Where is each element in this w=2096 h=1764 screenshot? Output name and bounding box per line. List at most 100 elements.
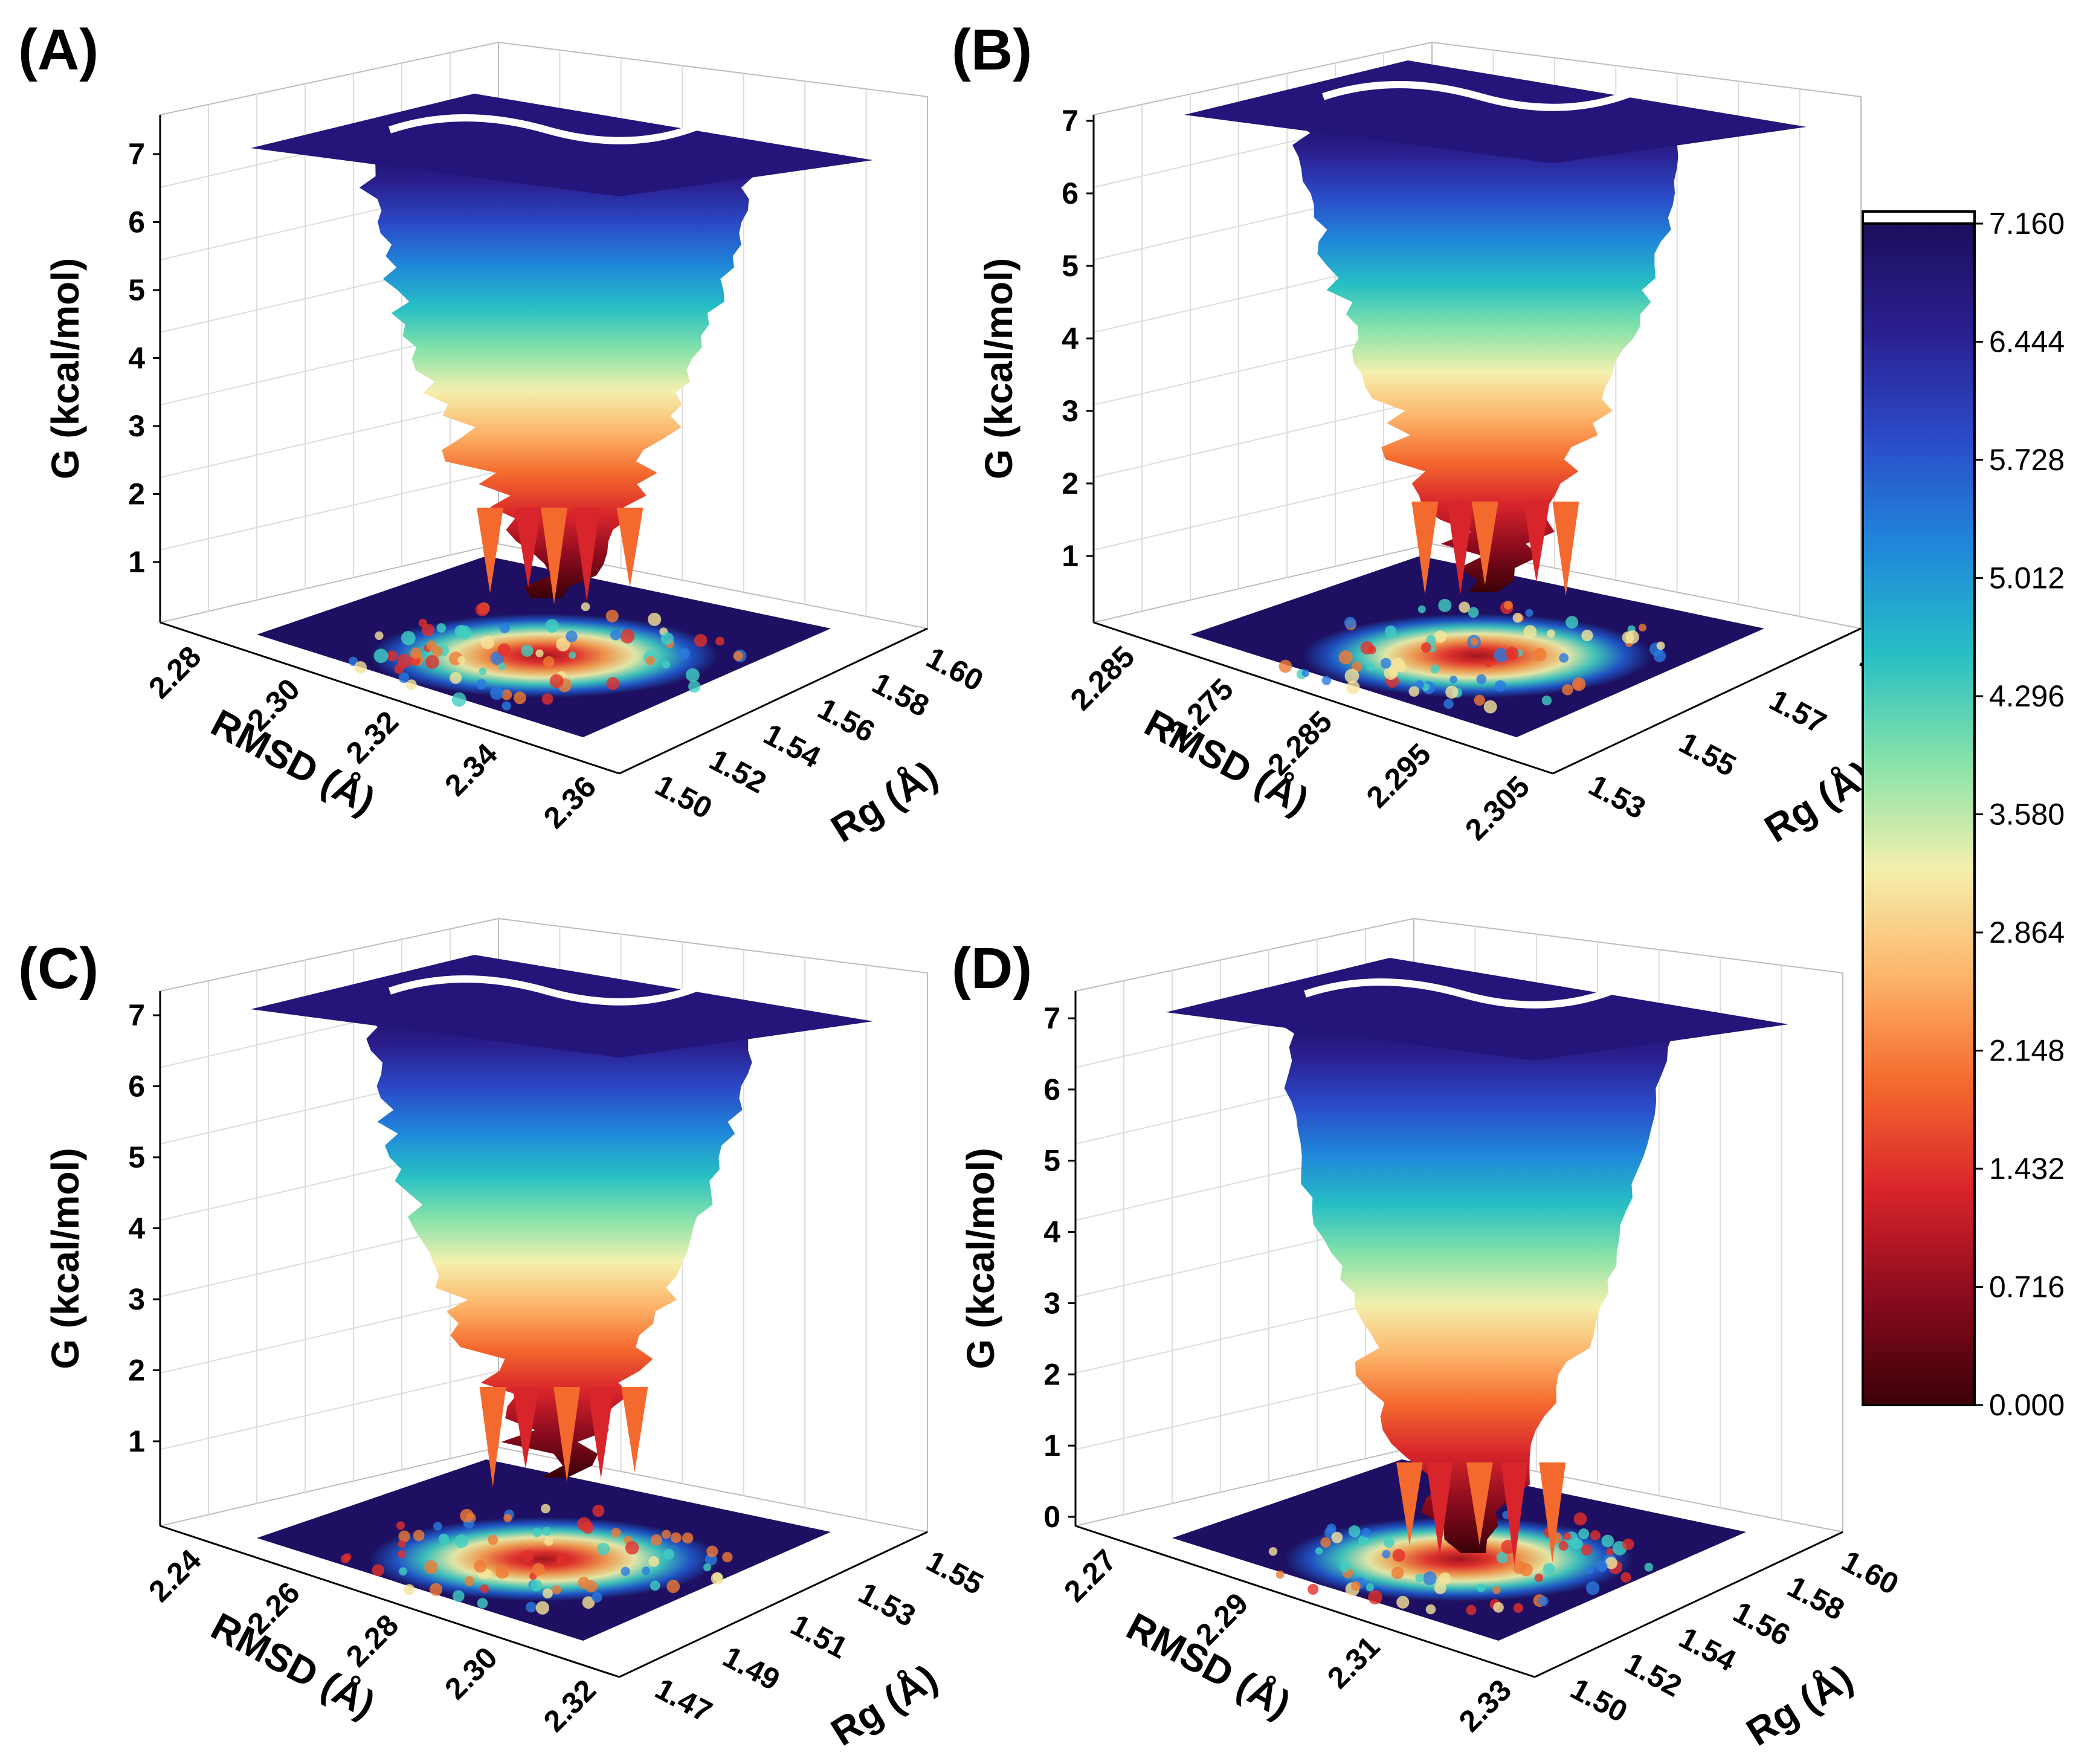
heatmap-speckle	[663, 1548, 674, 1560]
colorbar-tick-label: 3.580	[1989, 798, 2065, 832]
heatmap-speckle	[532, 1528, 542, 1537]
heatmap-speckle	[582, 1522, 594, 1534]
funnel-spike	[512, 1387, 539, 1469]
colorbar-tick-label: 4.296	[1989, 679, 2065, 713]
x-tick-label: 2.295	[1360, 737, 1437, 814]
funnel-spike	[515, 508, 542, 589]
heatmap-speckle	[1382, 1549, 1391, 1559]
heatmap-speckle	[645, 656, 656, 665]
funnel-spike	[1501, 1462, 1528, 1565]
y-tick-label: 1.53	[853, 1575, 921, 1633]
heatmap-speckle	[375, 631, 384, 641]
z-axis-title: G (kcal/mol)	[977, 258, 1021, 479]
heatmap-speckle	[642, 1566, 651, 1575]
heatmap-speckle	[1622, 1538, 1634, 1551]
heatmap-speckle	[733, 651, 743, 661]
heatmap-speckle	[1547, 629, 1556, 638]
heatmap-speckle	[1605, 1557, 1617, 1569]
z-tick-label: 7	[1062, 104, 1079, 138]
y-tick-label: 1.49	[718, 1640, 785, 1697]
heatmap-speckle	[398, 1530, 410, 1543]
heatmap-speckle	[650, 1580, 660, 1591]
free-energy-funnel	[353, 1003, 758, 1478]
heatmap-speckle	[1656, 641, 1665, 650]
funnel-spike	[479, 1387, 506, 1487]
heatmap-speckle	[581, 602, 590, 612]
heatmap-speckle	[648, 612, 662, 626]
panel-label: (B)	[952, 18, 1032, 82]
heatmap-speckle	[1506, 647, 1519, 661]
heatmap-speckle	[620, 628, 635, 644]
plateau-gap	[1322, 81, 1639, 111]
heatmap-speckle	[1368, 1590, 1382, 1604]
heatmap-speckle	[621, 1566, 630, 1576]
heatmap-speckle	[398, 1540, 406, 1548]
heatmap-speckle	[1361, 1528, 1371, 1538]
heatmap-speckle	[503, 1513, 512, 1522]
heatmap-speckle	[610, 629, 621, 641]
heatmap-speckle	[535, 1601, 550, 1615]
funnel-spike	[1447, 502, 1474, 595]
heatmap-speckle	[1268, 1547, 1278, 1556]
free-energy-funnel	[353, 142, 756, 598]
funnel-spike	[1411, 502, 1439, 595]
x-tick-label: 2.305	[1459, 769, 1536, 847]
heatmap-speckle	[1466, 1604, 1477, 1615]
funnel-spike	[1426, 1462, 1453, 1557]
heatmap-speckle	[1397, 663, 1407, 673]
heatmap-speckle	[544, 1537, 553, 1546]
heatmap-speckle	[1496, 1551, 1508, 1564]
heatmap-speckle	[401, 630, 416, 645]
heatmap-speckle	[1392, 1549, 1405, 1562]
plateau	[251, 955, 873, 1058]
heatmap-speckle	[1391, 1566, 1404, 1580]
heatmap-speckle	[1581, 629, 1593, 642]
heatmap-speckle	[454, 624, 468, 638]
colorbar-tick-label: 1.432	[1989, 1152, 2065, 1186]
heatmap-speckle	[605, 609, 619, 622]
heatmap-speckle	[422, 623, 434, 636]
colorbar-tick-label: 2.148	[1989, 1034, 2065, 1068]
y-tick-label: 1.57	[1764, 683, 1832, 740]
heatmap-speckle	[1358, 1535, 1369, 1546]
heatmap-speckle	[476, 679, 487, 690]
heatmap-speckle	[1585, 1581, 1600, 1595]
z-tick-label: 3	[1043, 1286, 1060, 1320]
heatmap-speckle	[1525, 609, 1533, 617]
funnel-spike	[616, 508, 643, 587]
y-axis	[1534, 1531, 1843, 1678]
heatmap-speckle	[398, 672, 410, 683]
heatmap-speckle	[1338, 650, 1353, 665]
funnel-spike	[621, 1387, 648, 1473]
wall-gridline	[160, 471, 499, 551]
heatmap-speckle	[530, 1579, 543, 1592]
heatmap-speckle	[1470, 638, 1478, 646]
heatmap-speckle	[543, 656, 555, 668]
heatmap-speckle	[1449, 675, 1457, 683]
y-tick-label: 1.50	[1565, 1672, 1633, 1729]
x-tick-label: 2.36	[537, 769, 602, 835]
panel-label: (C)	[18, 936, 98, 1001]
y-tick-label: 1.58	[1782, 1569, 1849, 1627]
plateau	[251, 94, 873, 196]
x-tick-label: 2.285	[1064, 639, 1141, 717]
funnel-spike	[1471, 502, 1498, 586]
x-tick-label: 2.34	[438, 737, 504, 803]
heatmap-speckle	[354, 661, 367, 674]
heatmap-speckle	[451, 692, 466, 707]
heatmap-speckle	[1563, 1532, 1572, 1540]
heatmap-speckle	[498, 662, 506, 671]
z-tick-label: 4	[1062, 321, 1079, 355]
z-tick-label: 1	[1062, 539, 1079, 573]
z-tick-label: 4	[128, 1212, 145, 1245]
heatmap-speckle	[521, 1549, 534, 1562]
x-tick-label: 2.24	[142, 1543, 208, 1609]
heatmap-speckle	[541, 1504, 550, 1514]
z-tick-label: 5	[128, 1140, 145, 1174]
heatmap-speckle	[678, 648, 690, 660]
heatmap-speckle	[545, 619, 559, 633]
heatmap-speckle	[549, 674, 564, 688]
z-tick-label: 2	[1043, 1357, 1060, 1391]
y-tick-label: 1.50	[650, 768, 717, 825]
